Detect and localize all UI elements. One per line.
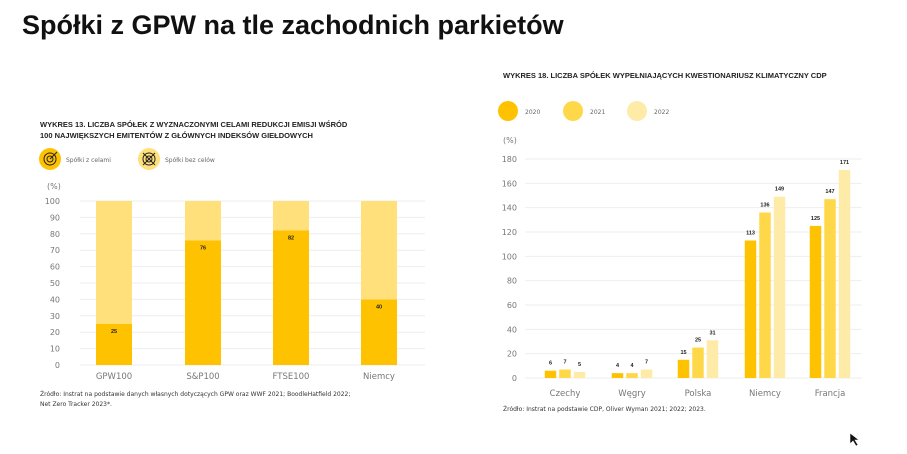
bar-with-targets bbox=[361, 299, 397, 365]
data-label: 125 bbox=[811, 216, 820, 222]
bar-2021 bbox=[692, 347, 704, 378]
bar-2022 bbox=[773, 196, 786, 378]
data-label: 4 bbox=[616, 363, 620, 369]
bar-with-targets bbox=[273, 230, 309, 365]
y-tick-label: 0 bbox=[55, 361, 60, 370]
bar-without-targets bbox=[96, 201, 132, 324]
data-label: 25 bbox=[111, 329, 117, 335]
data-label: 6 bbox=[549, 361, 552, 367]
data-label: 171 bbox=[840, 160, 849, 166]
y-tick-label: 40 bbox=[507, 325, 517, 334]
chart2-source: Źródło: Instrat na podstawie CDP, Oliver… bbox=[503, 405, 706, 413]
x-category-label: S&P100 bbox=[186, 372, 219, 382]
bar-2021 bbox=[759, 212, 771, 378]
y-tick-label: 140 bbox=[502, 204, 517, 213]
data-label: 31 bbox=[709, 330, 715, 336]
legend-swatch-2022 bbox=[627, 101, 647, 121]
data-label: 7 bbox=[563, 359, 566, 365]
bar-without-targets bbox=[361, 201, 397, 300]
bar-2022 bbox=[706, 340, 719, 378]
mouse-cursor-icon bbox=[849, 432, 860, 447]
data-label: 76 bbox=[200, 245, 206, 251]
legend-swatch-2021 bbox=[563, 101, 583, 121]
data-label: 149 bbox=[775, 187, 784, 193]
data-label: 7 bbox=[645, 359, 648, 365]
x-category-label: Francja bbox=[815, 389, 846, 399]
legend-2022: 2022 bbox=[654, 109, 669, 116]
y-tick-label: 120 bbox=[502, 228, 517, 237]
bar-2020 bbox=[809, 225, 822, 378]
bar-2021 bbox=[626, 373, 638, 378]
y-tick-label: 20 bbox=[507, 350, 517, 359]
y-tick-label: 160 bbox=[502, 179, 517, 188]
bar-with-targets bbox=[96, 324, 132, 365]
legend-swatch-2020 bbox=[498, 101, 518, 121]
data-label: 5 bbox=[578, 362, 581, 368]
target-icon bbox=[39, 148, 61, 170]
bar-2022 bbox=[640, 369, 653, 378]
data-label: 147 bbox=[825, 189, 834, 195]
page-title: Spółki z GPW na tle zachodnich parkietów bbox=[22, 10, 564, 40]
y-tick-label: 0 bbox=[512, 374, 517, 383]
x-category-label: Niemcy bbox=[363, 372, 395, 382]
y-tick-label: 80 bbox=[507, 277, 517, 286]
data-label: 40 bbox=[376, 304, 382, 310]
chart1-title-line1: WYKRES 13. LICZBA SPÓŁEK Z WYZNACZONYMI … bbox=[40, 120, 348, 129]
chart2-y-axis-label: (%) bbox=[503, 136, 517, 145]
y-tick-label: 100 bbox=[502, 252, 517, 261]
bar-2020 bbox=[544, 370, 557, 378]
y-tick-label: 30 bbox=[50, 312, 60, 321]
y-tick-label: 60 bbox=[50, 263, 60, 272]
chart2-title: WYKRES 18. LICZBA SPÓŁEK WYPEŁNIAJĄCYCH … bbox=[503, 71, 827, 80]
target-cross-icon bbox=[138, 148, 160, 170]
y-tick-label: 50 bbox=[50, 279, 60, 288]
y-tick-label: 180 bbox=[502, 155, 517, 164]
bar-2020 bbox=[744, 240, 757, 378]
data-label: 113 bbox=[746, 231, 755, 237]
y-tick-label: 70 bbox=[50, 246, 60, 255]
legend-2021: 2021 bbox=[590, 109, 605, 116]
data-label: 82 bbox=[288, 236, 294, 242]
data-label: 15 bbox=[680, 350, 686, 356]
chart1-legend: Spółki z celami Spółki bez celów bbox=[39, 148, 215, 170]
y-tick-label: 10 bbox=[50, 345, 60, 354]
legend-with-targets: Spółki z celami bbox=[66, 157, 111, 164]
bar-2020 bbox=[677, 359, 690, 378]
chart1-y-axis-label: (%) bbox=[47, 182, 61, 191]
bar-2020 bbox=[611, 373, 624, 378]
bar-2022 bbox=[838, 169, 851, 378]
bar-2021 bbox=[824, 199, 836, 378]
x-category-label: FTSE100 bbox=[273, 372, 310, 382]
legend-2020: 2020 bbox=[525, 109, 540, 116]
bar-2021 bbox=[559, 369, 571, 378]
x-category-label: GPW100 bbox=[96, 372, 132, 382]
data-label: 136 bbox=[760, 203, 769, 209]
data-label: 25 bbox=[695, 338, 701, 344]
bar-without-targets bbox=[273, 201, 309, 231]
y-tick-label: 60 bbox=[507, 301, 517, 310]
chart1-title-line2: 100 NAJWIĘKSZYCH EMITENTÓW Z GŁÓWNYCH IN… bbox=[40, 131, 313, 140]
chart1-source-line1: Źródło: Instrat na podstawie danych włas… bbox=[40, 390, 350, 398]
bar-without-targets bbox=[185, 201, 221, 241]
x-category-label: Niemcy bbox=[749, 389, 781, 399]
x-category-label: Węgry bbox=[618, 389, 646, 399]
y-tick-label: 20 bbox=[50, 328, 60, 337]
bar-2022 bbox=[573, 371, 586, 378]
bar-with-targets bbox=[185, 240, 221, 365]
chart1-source-line2: Net Zero Tracker 2023*. bbox=[40, 401, 112, 408]
y-tick-label: 80 bbox=[50, 230, 60, 239]
chart2-legend: 2020 2021 2022 bbox=[498, 101, 669, 121]
x-category-label: Czechy bbox=[550, 389, 581, 399]
y-tick-label: 90 bbox=[50, 213, 60, 222]
y-tick-label: 40 bbox=[50, 295, 60, 304]
legend-without-targets: Spółki bez celów bbox=[165, 157, 215, 164]
data-label: 4 bbox=[630, 363, 634, 369]
y-tick-label: 100 bbox=[45, 197, 60, 206]
x-category-label: Polska bbox=[685, 389, 712, 399]
